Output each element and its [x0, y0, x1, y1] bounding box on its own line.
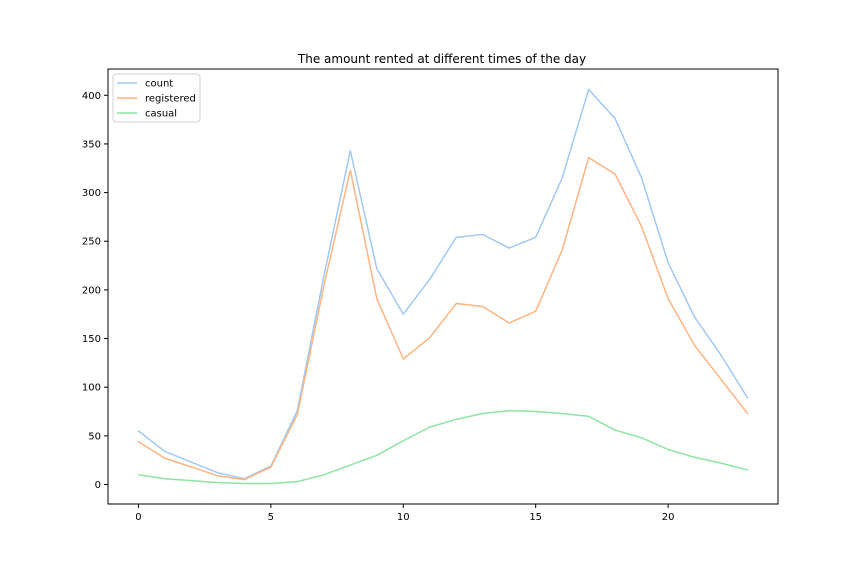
- y-tick-label: 150: [82, 334, 101, 345]
- x-tick-label: 20: [662, 512, 675, 523]
- x-axis: 0 5 10 15 20: [135, 504, 674, 523]
- series-line-count: [137, 88, 749, 480]
- legend: count registered casual: [112, 73, 201, 123]
- y-tick-label: 350: [82, 139, 101, 150]
- y-tick-label: 50: [88, 431, 101, 442]
- y-tick-label: 300: [82, 188, 101, 199]
- y-tick-label: 0: [95, 480, 101, 491]
- plot-frame: [107, 68, 779, 505]
- y-tick-label: 100: [82, 383, 101, 394]
- y-tick-label: 250: [82, 237, 101, 248]
- x-tick-label: 15: [529, 512, 542, 523]
- series-line-casual: [137, 409, 749, 485]
- legend-box: [112, 73, 201, 123]
- chart-title: The amount rented at different times of …: [297, 52, 586, 66]
- y-axis: 0 50 100 150 200 250 300 350 400: [82, 91, 108, 491]
- legend-label-registered: registered: [145, 94, 196, 105]
- x-tick-label: 0: [135, 512, 141, 523]
- series-line-registered: [137, 156, 749, 481]
- legend-label-casual: casual: [145, 109, 177, 120]
- x-tick-label: 10: [397, 512, 410, 523]
- plot-lines: [137, 88, 749, 485]
- legend-label-count: count: [145, 79, 173, 90]
- x-tick-label: 5: [268, 512, 274, 523]
- y-tick-label: 400: [82, 91, 101, 102]
- y-tick-label: 200: [82, 285, 101, 296]
